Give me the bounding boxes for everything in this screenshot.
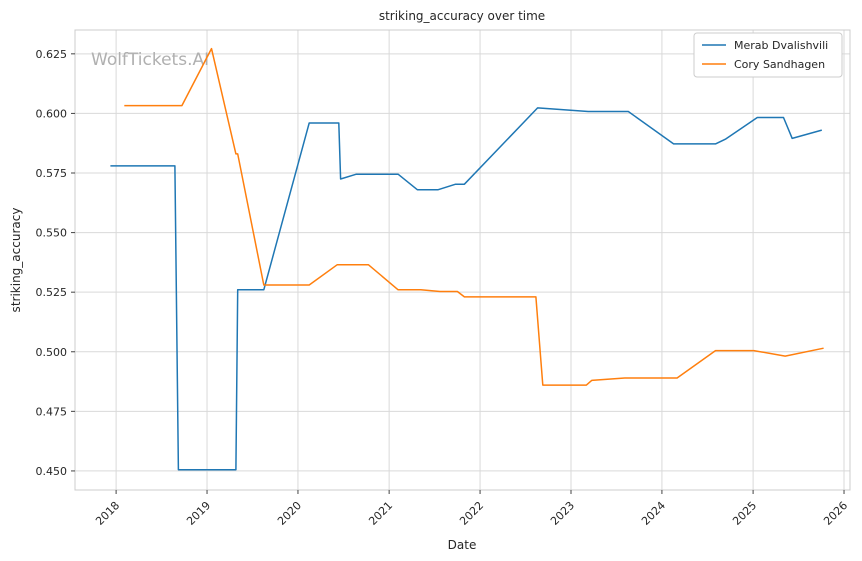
legend: Merab Dvalishvili Cory Sandhagen: [693, 32, 843, 78]
y-tick-label: 0.525: [36, 286, 68, 299]
y-axis-ticks: 0.450 0.475 0.500 0.525 0.550 0.575 0.600 0.625: [36, 48, 75, 478]
series-line-merab-dvalishvili: [110, 107, 823, 471]
x-axis-ticks: 2018 2019 2020 2021 2022 2023 2024 2025 2026: [93, 490, 850, 528]
legend-label-merab: Merab Dvalishvili: [734, 39, 828, 52]
y-tick-label: 0.475: [36, 405, 68, 418]
legend-label-cory: Cory Sandhagen: [734, 58, 825, 71]
grid-lines: [75, 30, 850, 490]
y-axis-label: striking_accuracy: [9, 208, 23, 313]
plot-area: [74, 29, 851, 491]
series-layer: [110, 47, 824, 471]
y-tick-label: 0.450: [36, 465, 68, 478]
y-tick-label: 0.600: [36, 107, 68, 120]
y-tick-label: 0.625: [36, 48, 68, 61]
x-axis-label: Date: [448, 538, 477, 552]
y-tick-label: 0.575: [36, 167, 68, 180]
legend-box: [693, 32, 843, 78]
series-line-cory-sandhagen: [124, 47, 824, 386]
chart-title: striking_accuracy over time: [379, 9, 545, 23]
y-tick-label: 0.500: [36, 346, 68, 359]
watermark-text: WolfTickets.AI: [91, 50, 209, 70]
y-tick-label: 0.550: [36, 227, 68, 240]
